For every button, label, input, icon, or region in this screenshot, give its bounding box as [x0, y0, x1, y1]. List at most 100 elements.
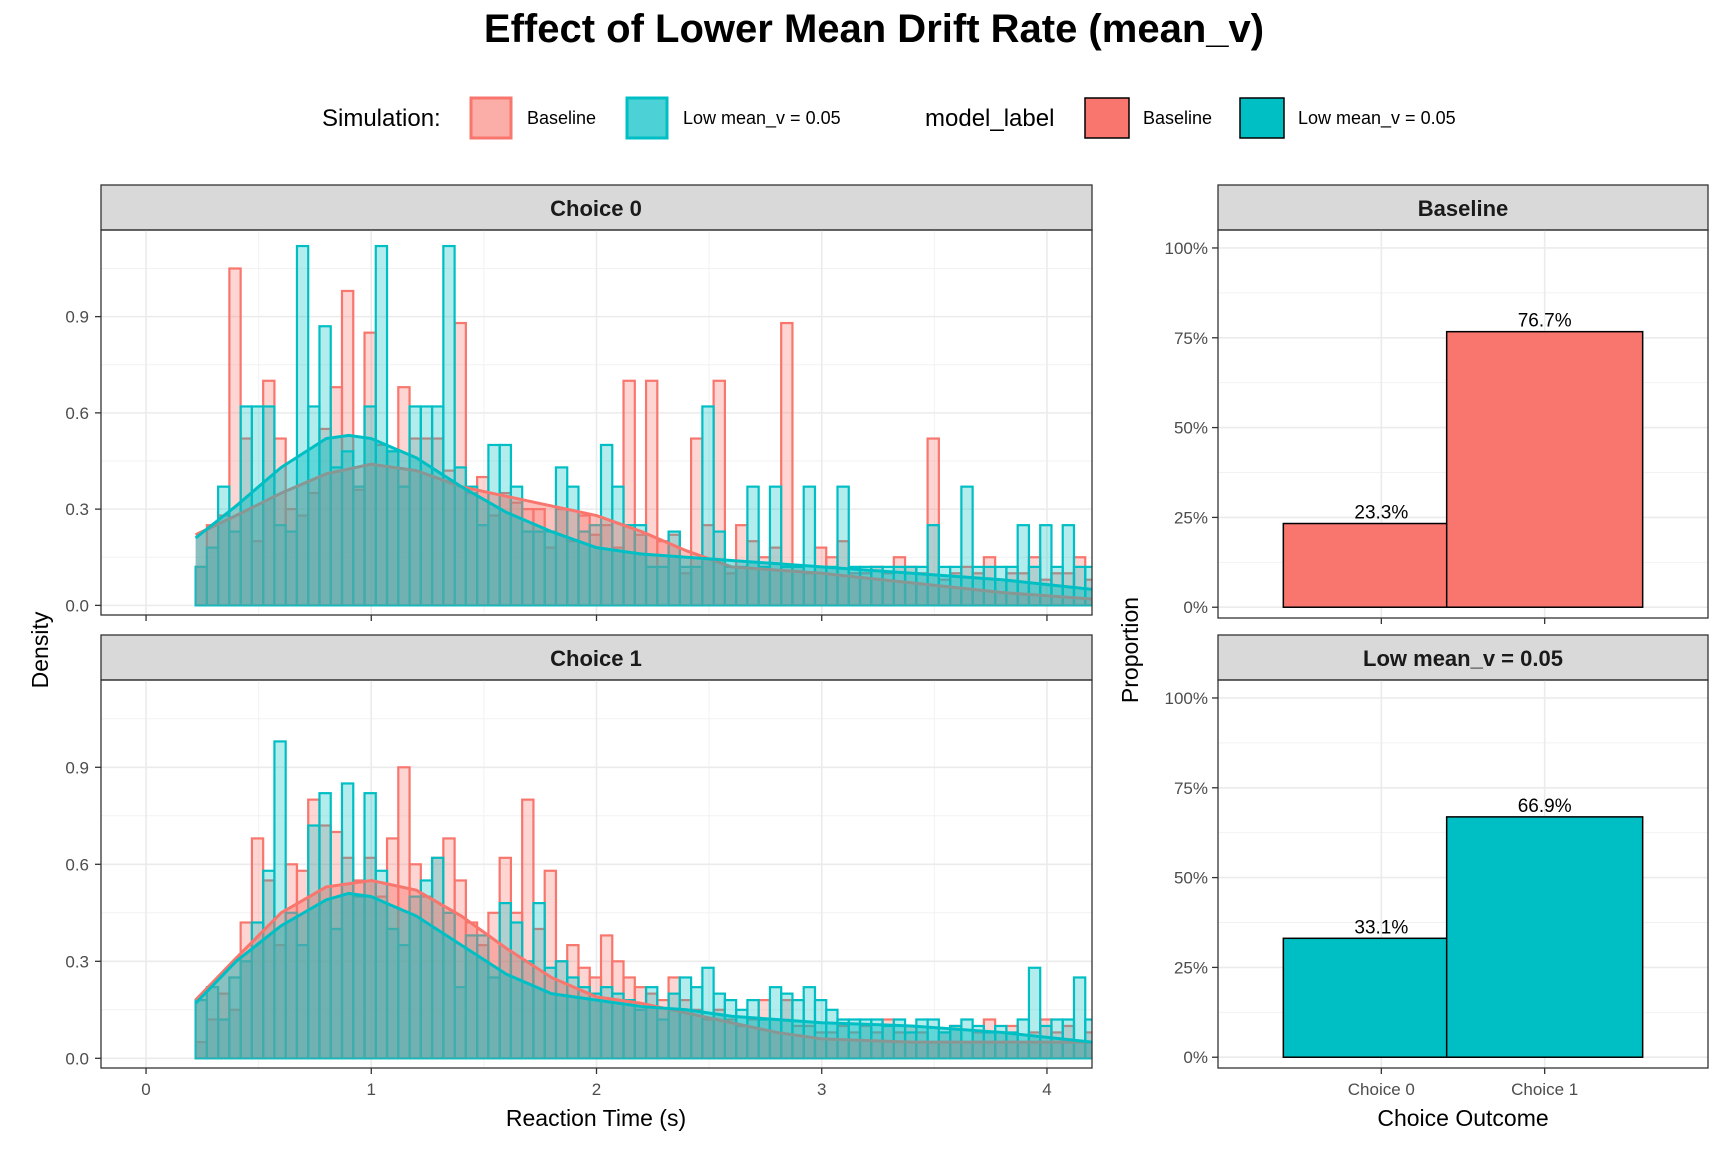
panel-histogram-choice-0: 0.0 0.3 0.6 0.9 — [65, 230, 1276, 621]
hist-bar-low — [1220, 567, 1231, 606]
legend-key-model-low — [1239, 97, 1285, 139]
legend-label-model-baseline: Baseline — [1143, 108, 1212, 128]
bar-choice-1 — [1445, 330, 1644, 608]
hist-bar-low — [1243, 567, 1254, 606]
y-tick-label: 25% — [1174, 958, 1208, 977]
legend: Simulation: Baseline Low mean_v = 0.05 m… — [322, 96, 1456, 140]
hist-bar-low — [768, 485, 783, 607]
hist-bar-baseline — [1232, 1032, 1243, 1058]
hist-bar-low — [1153, 1026, 1164, 1058]
density-area-baseline — [195, 464, 1092, 606]
hist-bar-baseline — [1254, 1042, 1265, 1058]
bar-value-label: 66.9% — [1518, 796, 1572, 817]
hist-bar-baseline — [1220, 1042, 1231, 1058]
x-axis-title-left: Reaction Time (s) — [506, 1105, 686, 1131]
hist-bar-low — [1142, 968, 1153, 1059]
hist-bar-low — [836, 485, 850, 607]
hist-bar-baseline — [1142, 1042, 1153, 1058]
hist-bar-baseline — [1243, 1042, 1254, 1058]
panel-bar-baseline: 23.3% 76.7% 0% 25% 50% 75% 100% — [1165, 230, 1708, 624]
hist-bar-low — [1209, 1026, 1220, 1058]
hist-bar-baseline — [1153, 1032, 1164, 1058]
x-tick-label: 4 — [1042, 1080, 1051, 1099]
hist-bar-low — [273, 740, 287, 1060]
y-tick-label: 0.0 — [65, 596, 89, 615]
legend-label-model-low: Low mean_v = 0.05 — [1298, 108, 1456, 129]
hist-bar-baseline — [1164, 1042, 1175, 1058]
hist-bar-low — [1016, 524, 1031, 607]
y-tick-label: 0.9 — [65, 758, 89, 777]
hist-bar-low — [1108, 1020, 1119, 1059]
hist-bar-low — [1039, 524, 1053, 607]
hist-bar-baseline — [1097, 580, 1108, 606]
hist-bar-low — [746, 485, 760, 607]
legend-key-model-baseline — [1084, 97, 1130, 139]
hist-bar-low — [1142, 567, 1153, 606]
hist-bar-low — [960, 485, 974, 607]
strip-choice-0 — [100, 184, 1093, 231]
hist-bar-low — [1153, 567, 1164, 606]
panel-border-baseline — [1217, 229, 1709, 619]
panel-border-choice-1 — [100, 679, 1093, 1069]
y-tick-label: 25% — [1174, 508, 1208, 527]
hist-bar-low — [442, 911, 456, 1060]
hist-bar-low — [374, 244, 389, 607]
hist-bar-low — [1265, 567, 1276, 606]
y-tick-label: 0.0 — [65, 1049, 89, 1068]
hist-bar-low — [262, 405, 276, 607]
hist-bar-baseline — [1130, 1026, 1141, 1058]
y-tick-label: 0.3 — [65, 952, 89, 971]
hist-bar-low — [1232, 567, 1243, 606]
hist-bar-low — [1164, 567, 1175, 606]
y-tick-label: 0% — [1183, 598, 1208, 617]
hist-bar-low — [1097, 1026, 1108, 1058]
panel-border-low-mean-v — [1217, 679, 1709, 1069]
hist-bar-baseline — [1097, 1026, 1108, 1058]
x-tick-label: 1 — [367, 1080, 376, 1099]
y-tick-label: 0% — [1183, 1048, 1208, 1067]
x-tick-label: Choice 1 — [1511, 1080, 1578, 1099]
y-tick-label: 0.6 — [65, 855, 89, 874]
hist-bar-low — [1209, 567, 1220, 606]
legend-simulation-title: Simulation: — [322, 105, 441, 132]
legend-key-sim-baseline — [469, 96, 513, 140]
strip-low-mean-v — [1217, 634, 1709, 681]
strip-label-low-mean-v: Low mean_v = 0.05 — [1363, 646, 1563, 671]
x-tick-label: 2 — [592, 1080, 601, 1099]
hist-bar-low — [1027, 966, 1042, 1060]
x-axis-title-right: Choice Outcome — [1377, 1105, 1548, 1131]
strip-label-choice-1: Choice 1 — [550, 646, 642, 671]
y-tick-label: 50% — [1174, 419, 1208, 438]
hist-bar-low — [802, 485, 817, 607]
hist-bar-low — [1072, 976, 1087, 1060]
hist-bar-low — [1084, 565, 1092, 607]
density-line-baseline — [194, 462, 1092, 601]
chart-title: Effect of Lower Mean Drift Rate (mean_v) — [484, 7, 1264, 51]
panel-histogram-choice-1: 0.0 0.3 0.6 0.9 0 1 2 3 4 — [65, 680, 1265, 1099]
y-tick-label: 75% — [1174, 329, 1208, 348]
y-tick-label: 100% — [1165, 689, 1208, 708]
legend-label-sim-baseline: Baseline — [527, 108, 596, 128]
panel-bar-low-mean-v: 33.1% 66.9% 0% 25% 50% 75% 100% Choice 0 Choice … — [1165, 680, 1708, 1099]
legend-label-sim-low: Low mean_v = 0.05 — [683, 108, 841, 129]
hist-bar-low — [1243, 1026, 1254, 1058]
density-area-baseline — [195, 880, 1092, 1059]
hist-bar-low — [1061, 524, 1076, 607]
hist-bar-low — [318, 325, 332, 607]
strip-label-baseline: Baseline — [1418, 196, 1509, 221]
y-tick-label: 50% — [1174, 869, 1208, 888]
density-area-low — [195, 893, 1092, 1059]
density-line-low — [194, 891, 1092, 1044]
y-tick-label: 100% — [1165, 239, 1208, 258]
hist-bar-baseline — [1119, 1032, 1130, 1058]
hist-bar-low — [1220, 1026, 1231, 1058]
y-tick-label: 75% — [1174, 779, 1208, 798]
y-tick-label: 0.3 — [65, 500, 89, 519]
hist-bar-low — [926, 524, 940, 607]
strip-label-choice-0: Choice 0 — [550, 196, 642, 221]
y-tick-label: 0.6 — [65, 404, 89, 423]
x-tick-label: 3 — [817, 1080, 826, 1099]
y-axis-title-right: Proportion — [1117, 597, 1143, 703]
strip-choice-1 — [100, 634, 1093, 681]
panel-border-choice-0 — [100, 229, 1093, 616]
